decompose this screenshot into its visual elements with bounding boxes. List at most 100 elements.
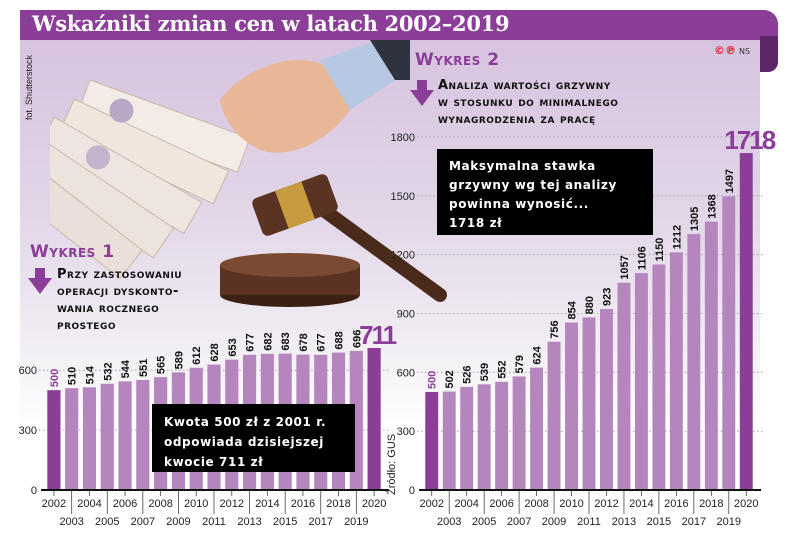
x-tick-label: 2007 [507, 516, 531, 528]
x-tick-label: 2016 [664, 498, 688, 510]
gavel-icon [220, 174, 447, 307]
data-label-final: 1718 [724, 125, 775, 155]
x-tick-label: 2005 [472, 516, 496, 528]
chart2-title-line: Analiza wartości grzywny [438, 78, 611, 93]
x-tick-label: 2005 [95, 516, 119, 528]
bar [547, 341, 561, 490]
bar [425, 391, 439, 490]
callout-line: powinna wynosić... [449, 197, 589, 211]
data-label: 854 [567, 300, 579, 319]
data-label: 612 [191, 346, 203, 364]
x-tick-label: 2014 [255, 498, 279, 510]
data-label: 653 [227, 338, 239, 356]
y-tick-label: 900 [397, 309, 415, 321]
data-label: 688 [334, 331, 346, 349]
data-label: 1305 [689, 207, 701, 231]
x-tick-label: 2007 [131, 516, 155, 528]
bar [136, 379, 150, 490]
x-tick-label: 2002 [419, 498, 443, 510]
data-label: 678 [298, 333, 310, 351]
chart1-title-line: wania rocznego [57, 301, 160, 316]
x-tick-label: 2006 [113, 498, 137, 510]
chart2-title: Analiza wartości grzywny w stosunku do m… [438, 77, 618, 128]
chart2-label: Wykres 2 [415, 50, 500, 70]
data-label: 628 [209, 343, 221, 361]
x-tick-label: 2019 [344, 516, 368, 528]
data-label: 624 [532, 345, 544, 364]
bar [582, 317, 596, 490]
bar [477, 384, 491, 490]
bar [118, 381, 132, 490]
data-label: 682 [262, 332, 274, 350]
x-tick-label: 2017 [308, 516, 332, 528]
chart1-title-line: Przy zastosowaniu [57, 267, 183, 282]
data-label: 502 [444, 370, 456, 388]
x-tick-label: 2008 [524, 498, 548, 510]
data-label: 510 [67, 367, 79, 385]
x-tick-label: 2009 [542, 516, 566, 528]
callout-line: Kwota 500 zł z 2001 r. [164, 415, 327, 429]
chart2-title-line: wynagrodzenia za pracę [438, 112, 596, 127]
chart1-title-line: prostego [57, 318, 116, 333]
y-tick-label: 600 [397, 367, 415, 379]
bar [634, 273, 648, 490]
x-tick-label: 2020 [362, 498, 386, 510]
data-label: 923 [601, 288, 613, 306]
data-label: 1106 [636, 246, 648, 270]
data-label: 565 [156, 356, 168, 374]
y-tick-label: 300 [19, 425, 37, 437]
title-bar-fold [760, 36, 778, 72]
y-tick-label: 1800 [391, 132, 415, 144]
data-label: 683 [280, 332, 292, 350]
x-tick-label: 2020 [734, 498, 758, 510]
x-tick-label: 2012 [220, 498, 244, 510]
data-label: 514 [84, 365, 96, 384]
x-tick-label: 2006 [489, 498, 513, 510]
bar [565, 322, 578, 490]
x-tick-label: 2017 [682, 516, 706, 528]
x-tick-label: 2003 [437, 516, 461, 528]
bar [652, 264, 666, 490]
x-tick-label: 2008 [148, 498, 172, 510]
bar [704, 221, 718, 490]
callout-line: 1718 zł [449, 216, 503, 230]
x-tick-label: 2010 [559, 498, 583, 510]
data-label: 526 [462, 365, 474, 383]
data-label: 1150 [654, 238, 666, 262]
bar [617, 282, 631, 490]
callout-line: grzywny wg tej analizy [449, 178, 617, 192]
x-tick-label: 2003 [59, 516, 83, 528]
data-label: 1497 [724, 169, 736, 193]
bar [367, 348, 381, 490]
y-tick-label: 1200 [391, 250, 415, 262]
chart1-callout: Kwota 500 zł z 2001 r. odpowiada dzisiej… [152, 404, 355, 472]
chart1-title-line: operacji dyskonto- [57, 284, 179, 299]
x-tick-label: 2012 [594, 498, 618, 510]
bar [82, 387, 97, 490]
x-tick-label: 2019 [717, 516, 741, 528]
bar [530, 367, 544, 490]
copyright-icon: ©℗ [714, 44, 736, 57]
y-tick-label: 1500 [391, 191, 415, 203]
data-label: 544 [120, 359, 132, 378]
callout-line: kwocie 711 zł [164, 455, 264, 469]
page-title: Wskaźniki zmian cen w latach 2002–2019 [32, 11, 510, 36]
x-tick-label: 2004 [77, 498, 101, 510]
data-label: 756 [549, 320, 561, 338]
x-tick-label: 2002 [42, 498, 66, 510]
data-label: 551 [138, 359, 150, 377]
callout-line: Maksymalna stawka [449, 159, 596, 173]
bar [512, 376, 526, 490]
y-tick-label: 0 [31, 485, 37, 497]
data-label: 539 [479, 363, 491, 381]
data-label: 552 [497, 360, 509, 378]
down-arrow-icon [28, 268, 52, 294]
x-tick-label: 2014 [629, 498, 653, 510]
data-label: 500 [49, 369, 61, 387]
bar [65, 388, 79, 490]
data-label: 677 [245, 333, 257, 351]
copyright-mark: ©℗ NS [714, 44, 750, 57]
data-label: 696 [351, 330, 363, 348]
x-tick-label: 2004 [454, 498, 478, 510]
chart1-title: Przy zastosowaniu operacji dyskonto- wan… [57, 266, 182, 334]
